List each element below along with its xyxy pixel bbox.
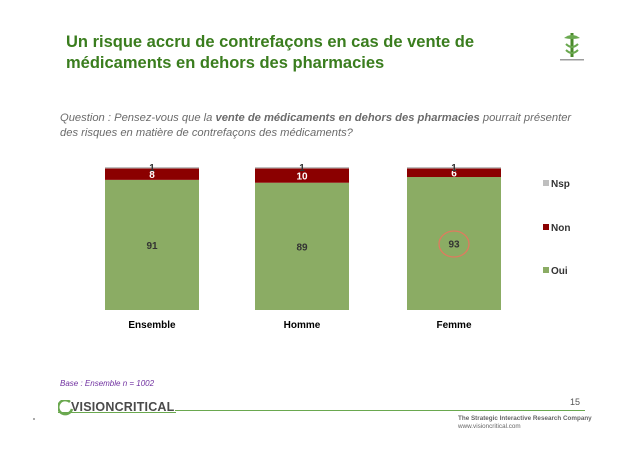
label-non-femme: 6 [451,169,457,180]
survey-question: Question : Pensez-vous que la vente de m… [60,112,572,139]
base-note: Base : Ensemble n = 1002 [60,379,155,388]
footer-divider-left [58,412,176,413]
bar-nsp-femme [407,167,501,169]
bar-non-ensemble [105,168,199,180]
label-nsp-femme: 1 [451,163,457,174]
bar-non-homme [255,168,349,183]
tagline: The Strategic Interactive Research Compa… [458,415,592,430]
legend-label-non: Non [551,223,570,234]
slide-title: Un risque accru de contrefaçons en cas d… [66,33,475,72]
label-non-homme: 10 [296,172,308,183]
bar-nsp-homme [255,167,349,169]
category-label-homme: Homme [284,320,321,331]
bar-non-femme [407,168,501,178]
category-label-femme: Femme [436,320,471,331]
bar-oui-ensemble [105,179,199,310]
footer-divider [175,410,585,411]
bar-oui-femme [407,177,501,310]
bar-nsp-ensemble [105,167,199,169]
label-non-ensemble: 8 [149,170,155,181]
legend-swatch-non [543,224,549,230]
caduceus-icon [560,33,584,61]
label-nsp-homme: 1 [299,163,305,174]
label-oui-femme: 93 [448,240,460,251]
brand-name: VISIONCRITICAL [71,400,175,414]
legend-swatch-nsp [543,180,549,186]
legend-swatch-oui [543,267,549,273]
legend-label-nsp: Nsp [551,179,570,190]
label-nsp-ensemble: 1 [149,163,155,174]
decorative-dot [33,418,35,420]
page-number: 15 [570,397,581,407]
label-oui-homme: 89 [296,242,308,253]
label-oui-ensemble: 91 [146,241,158,252]
bar-oui-homme [255,182,349,310]
highlight-circle [438,230,470,258]
category-label-ensemble: Ensemble [128,320,176,331]
legend-label-oui: Oui [551,266,568,277]
